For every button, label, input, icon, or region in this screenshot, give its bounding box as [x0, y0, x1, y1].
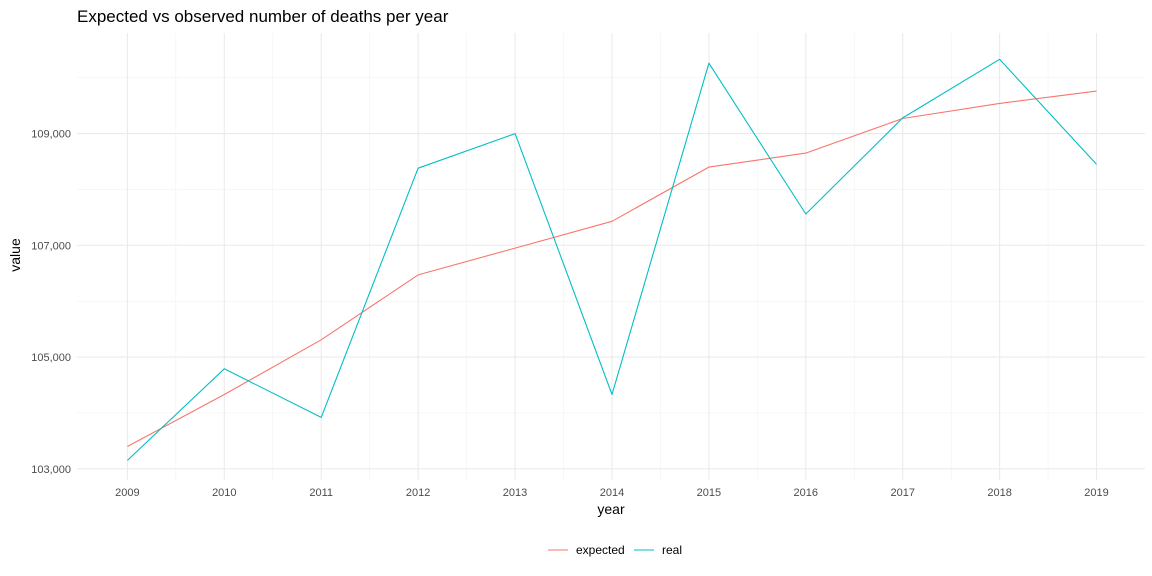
grid: [77, 33, 1145, 480]
y-axis-ticks: 103,000 105,000 107,000 109,000: [31, 129, 71, 476]
legend-label-expected: expected: [576, 543, 625, 557]
x-axis-label: year: [597, 501, 625, 517]
y-axis-label: value: [7, 238, 23, 272]
x-tick-label: 2012: [406, 487, 430, 499]
series-lines: [127, 58, 1097, 461]
x-tick-label: 2014: [600, 487, 624, 499]
x-tick-label: 2009: [115, 487, 139, 499]
x-tick-label: 2010: [212, 487, 236, 499]
x-axis-ticks: 2009 2010 2011 2012 2013 2014 2015 2016 2017 2018…: [115, 487, 1109, 499]
y-tick-label: 105,000: [31, 352, 71, 364]
x-tick-label: 2015: [697, 487, 721, 499]
y-tick-label: 109,000: [31, 129, 71, 141]
legend: expected real: [548, 543, 682, 557]
series-line-expected: [127, 90, 1097, 447]
x-tick-label: 2017: [890, 487, 914, 499]
x-tick-label: 2019: [1084, 487, 1108, 499]
x-tick-label: 2013: [503, 487, 527, 499]
y-tick-label: 103,000: [31, 464, 71, 476]
y-tick-label: 107,000: [31, 240, 71, 252]
x-tick-label: 2016: [794, 487, 818, 499]
legend-label-real: real: [662, 543, 682, 557]
x-tick-label: 2011: [309, 487, 333, 499]
x-tick-label: 2018: [987, 487, 1011, 499]
series-line-real: [127, 58, 1097, 461]
chart-title: Expected vs observed number of deaths pe…: [77, 7, 449, 26]
